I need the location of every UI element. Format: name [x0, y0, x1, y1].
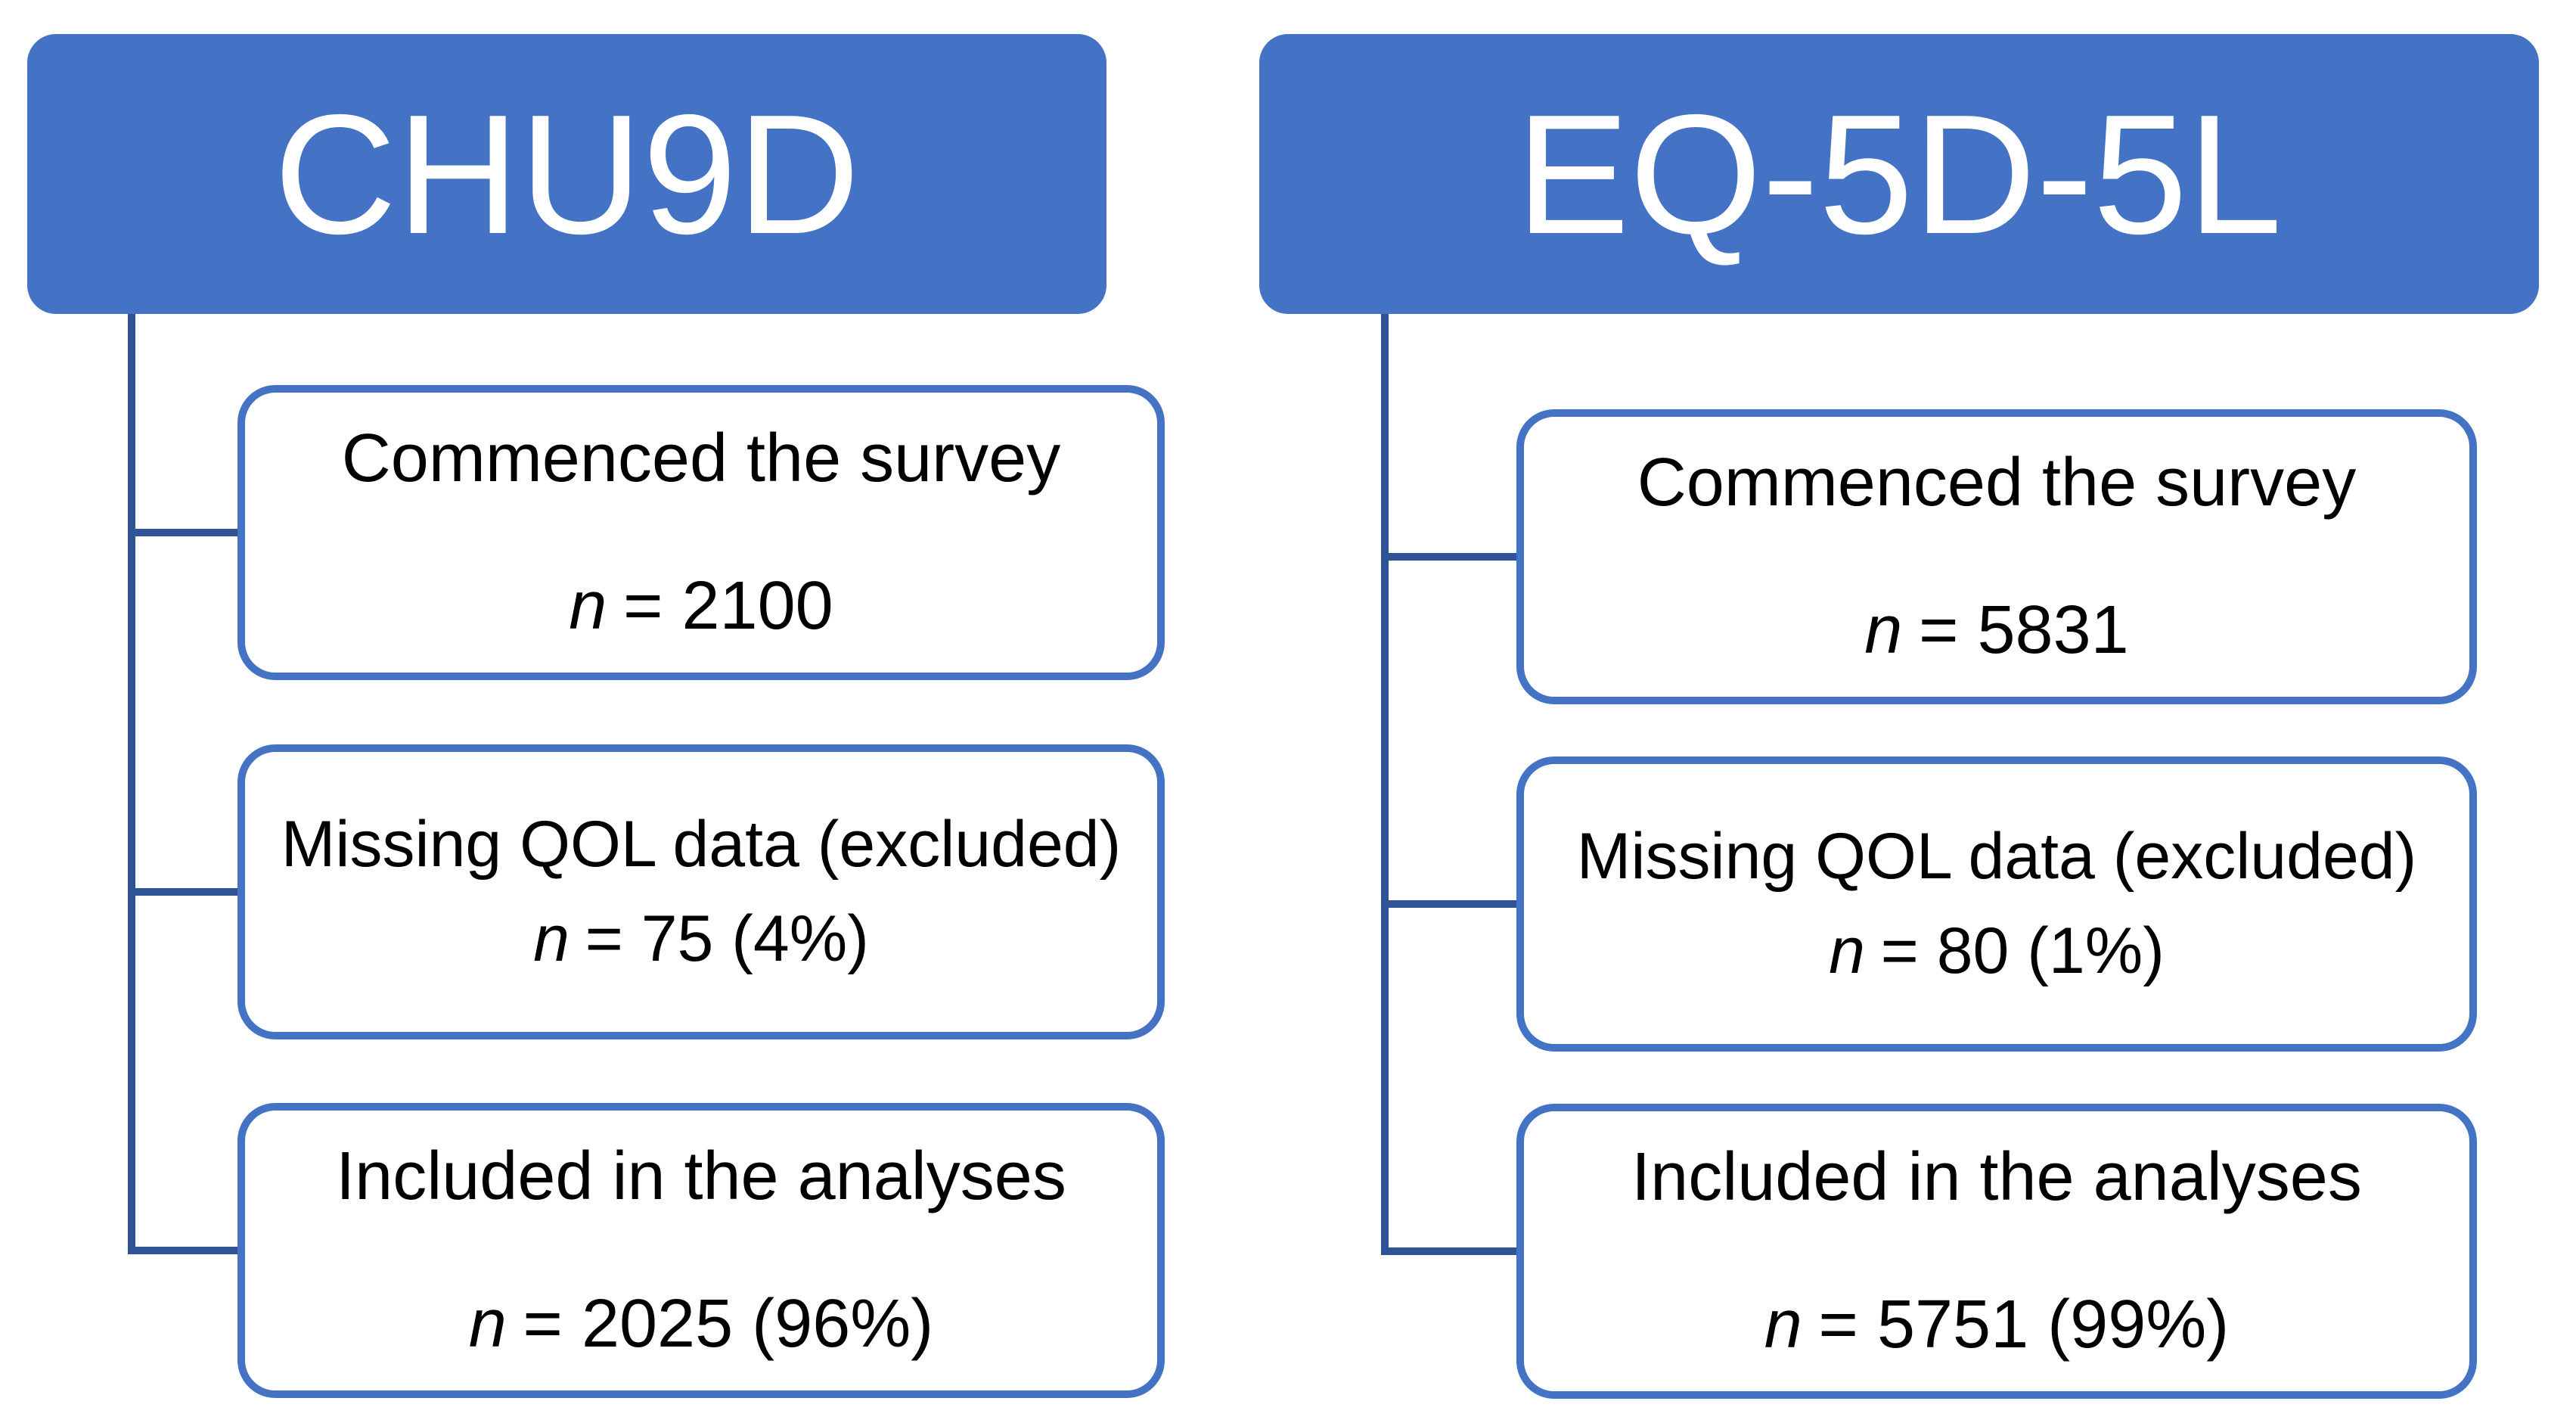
- flow-box-chu9d-commenced: Commenced the survey n = 2100: [237, 385, 1165, 680]
- connector-branch-eq5d5l-1: [1381, 553, 1516, 561]
- flow-box-label: Commenced the survey: [341, 420, 1061, 496]
- flow-box-label: Commenced the survey: [1637, 444, 2357, 520]
- flow-box-chu9d-missing: Missing QOL data (excluded) n = 75 (4%): [237, 744, 1165, 1039]
- column-header-chu9d: CHU9D: [27, 34, 1106, 314]
- connector-branch-chu9d-2: [128, 888, 237, 896]
- connector-trunk-eq5d5l: [1381, 314, 1389, 1255]
- flow-box-count: n = 2100: [569, 568, 833, 644]
- connector-branch-eq5d5l-3: [1381, 1247, 1516, 1255]
- connector-branch-eq5d5l-2: [1381, 900, 1516, 908]
- flow-box-count: n = 80 (1%): [1829, 915, 2165, 987]
- flow-box-label: Included in the analyses: [1631, 1139, 2362, 1215]
- flow-box-label: Missing QOL data (excluded): [1576, 820, 2417, 893]
- connector-branch-chu9d-1: [128, 529, 237, 536]
- flow-box-count: n = 5751 (99%): [1764, 1287, 2230, 1362]
- flow-box-label: Included in the analyses: [336, 1138, 1066, 1214]
- flow-box-count: n = 2025 (96%): [468, 1286, 934, 1362]
- connector-branch-chu9d-3: [128, 1247, 237, 1254]
- flow-box-count: n = 75 (4%): [533, 903, 869, 975]
- flow-box-eq5d5l-missing: Missing QOL data (excluded) n = 80 (1%): [1516, 756, 2477, 1052]
- connector-trunk-chu9d: [128, 314, 135, 1254]
- column-header-eq5d5l: EQ-5D-5L: [1259, 34, 2539, 314]
- flow-box-count: n = 5831: [1864, 592, 2129, 668]
- flow-box-chu9d-included: Included in the analyses n = 2025 (96%): [237, 1103, 1165, 1398]
- flow-box-label: Missing QOL data (excluded): [281, 808, 1122, 881]
- flow-box-eq5d5l-included: Included in the analyses n = 5751 (99%): [1516, 1104, 2477, 1399]
- flow-box-eq5d5l-commenced: Commenced the survey n = 5831: [1516, 409, 2477, 704]
